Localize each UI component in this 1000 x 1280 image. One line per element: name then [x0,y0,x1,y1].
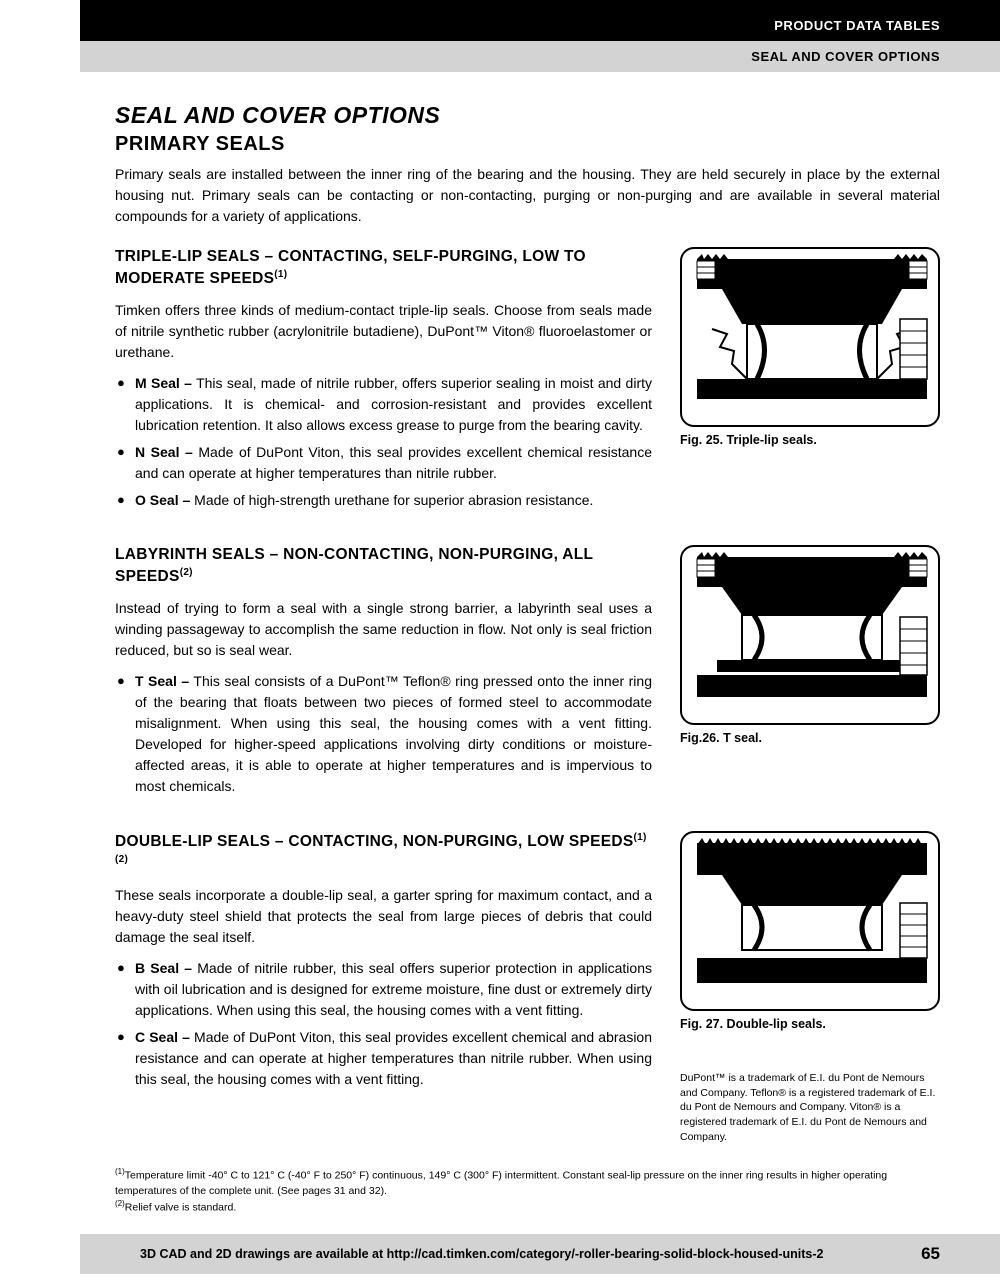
list-item: M Seal – This seal, made of nitrile rubb… [115,373,652,436]
fig-caption: Fig.26. T seal. [680,731,940,745]
trademark-note: DuPont™ is a trademark of E.I. du Pont d… [680,1071,940,1144]
list-item: T Seal – This seal consists of a DuPont™… [115,671,652,797]
section-heading: LABYRINTH SEALS – NON-CONTACTING, NON-PU… [115,545,652,588]
footer-text: 3D CAD and 2D drawings are available at … [140,1247,823,1261]
header-line2: SEAL AND COVER OPTIONS [751,49,940,64]
page-number: 65 [921,1244,940,1264]
fig-caption: Fig. 25. Triple-lip seals. [680,433,940,447]
page-content: SEAL AND COVER OPTIONS PRIMARY SEALS Pri… [0,72,1000,1216]
list-item: O Seal – Made of high-strength urethane … [115,490,652,511]
diagram-triple-lip [680,247,940,427]
list-item: C Seal – Made of DuPont Viton, this seal… [115,1027,652,1090]
section-heading: DOUBLE-LIP SEALS – CONTACTING, NON-PURGI… [115,831,652,875]
list-item: B Seal – Made of nitrile rubber, this se… [115,958,652,1021]
section-text: Timken offers three kinds of medium-cont… [115,300,652,363]
section-labyrinth: LABYRINTH SEALS – NON-CONTACTING, NON-PU… [115,545,940,809]
fig-caption: Fig. 27. Double-lip seals. [680,1017,940,1031]
section-heading: TRIPLE-LIP SEALS – CONTACTING, SELF-PURG… [115,247,652,290]
header-gray-bar: SEAL AND COVER OPTIONS [80,41,1000,72]
list-item: N Seal – Made of DuPont Viton, this seal… [115,442,652,484]
section-triple-lip: TRIPLE-LIP SEALS – CONTACTING, SELF-PURG… [115,247,940,523]
section-double-lip: DOUBLE-LIP SEALS – CONTACTING, NON-PURGI… [115,831,940,1144]
bullet-list: T Seal – This seal consists of a DuPont™… [115,671,652,797]
footnotes: (1)Temperature limit -40° C to 121° C (-… [115,1166,940,1215]
section-text: Instead of trying to form a seal with a … [115,598,652,661]
section-text: These seals incorporate a double-lip sea… [115,885,652,948]
header-black-bar: PRODUCT DATA TABLES [80,0,1000,41]
sub-title: PRIMARY SEALS [115,133,940,156]
diagram-t-seal [680,545,940,725]
bullet-list: M Seal – This seal, made of nitrile rubb… [115,373,652,511]
intro-text: Primary seals are installed between the … [115,164,940,227]
page-footer: 3D CAD and 2D drawings are available at … [80,1234,1000,1274]
diagram-double-lip [680,831,940,1011]
header-line1: PRODUCT DATA TABLES [774,18,940,33]
main-title: SEAL AND COVER OPTIONS [115,102,940,129]
bullet-list: B Seal – Made of nitrile rubber, this se… [115,958,652,1090]
